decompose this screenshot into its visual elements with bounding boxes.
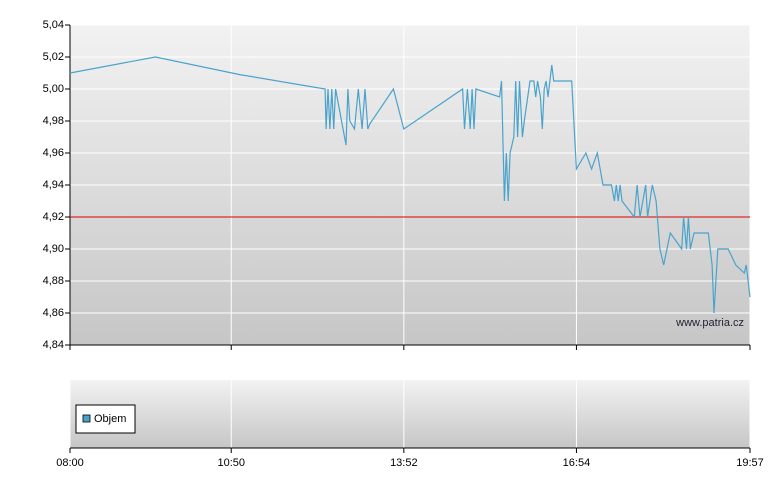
- y-tick-label: 4,90: [43, 243, 64, 255]
- x-tick-label: 10:50: [217, 457, 245, 469]
- y-tick-label: 5,00: [43, 83, 64, 95]
- legend-swatch: [82, 414, 91, 423]
- x-tick-label: 16:54: [563, 457, 591, 469]
- x-tick-label: 08:00: [56, 457, 84, 469]
- x-tick-label: 13:52: [390, 457, 418, 469]
- y-tick-label: 4,86: [43, 307, 64, 319]
- volume-area: [70, 380, 750, 448]
- y-tick-label: 4,94: [43, 179, 64, 191]
- y-tick-label: 4,92: [43, 211, 64, 223]
- watermark: www.patria.cz: [675, 317, 744, 329]
- legend-label: Objem: [94, 413, 126, 425]
- x-tick-label: 19:57: [736, 457, 764, 469]
- y-tick-label: 4,98: [43, 115, 64, 127]
- y-tick-label: 5,02: [43, 51, 64, 63]
- y-tick-label: 5,04: [43, 19, 64, 31]
- y-tick-label: 4,96: [43, 147, 64, 159]
- y-tick-label: 4,84: [43, 339, 64, 351]
- price-line: [69, 56, 751, 314]
- y-tick-label: 4,88: [43, 275, 64, 287]
